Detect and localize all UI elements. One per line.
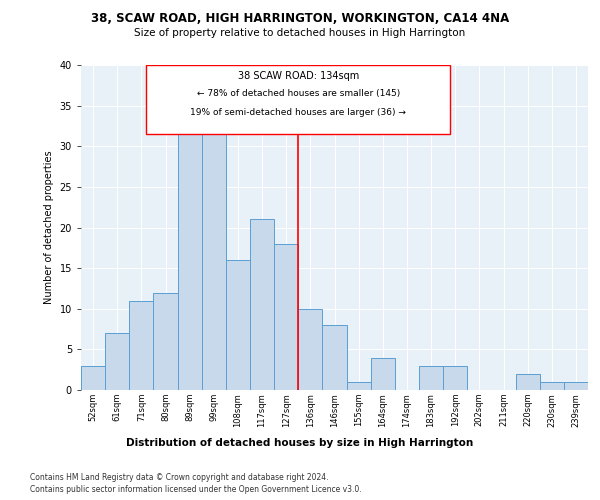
Bar: [515, 374, 540, 390]
Bar: [347, 382, 371, 390]
Bar: [371, 358, 395, 390]
Bar: [322, 325, 347, 390]
Bar: [298, 308, 322, 390]
FancyBboxPatch shape: [146, 65, 451, 134]
Text: Contains public sector information licensed under the Open Government Licence v3: Contains public sector information licen…: [30, 485, 362, 494]
Y-axis label: Number of detached properties: Number of detached properties: [44, 150, 54, 304]
Text: Size of property relative to detached houses in High Harrington: Size of property relative to detached ho…: [134, 28, 466, 38]
Text: ← 78% of detached houses are smaller (145): ← 78% of detached houses are smaller (14…: [197, 90, 400, 98]
Text: Distribution of detached houses by size in High Harrington: Distribution of detached houses by size …: [127, 438, 473, 448]
Bar: [250, 220, 274, 390]
Bar: [202, 130, 226, 390]
Bar: [154, 292, 178, 390]
Bar: [540, 382, 564, 390]
Text: Contains HM Land Registry data © Crown copyright and database right 2024.: Contains HM Land Registry data © Crown c…: [30, 472, 329, 482]
Bar: [443, 366, 467, 390]
Bar: [129, 300, 154, 390]
Bar: [274, 244, 298, 390]
Text: 38, SCAW ROAD, HIGH HARRINGTON, WORKINGTON, CA14 4NA: 38, SCAW ROAD, HIGH HARRINGTON, WORKINGT…: [91, 12, 509, 26]
Text: 19% of semi-detached houses are larger (36) →: 19% of semi-detached houses are larger (…: [190, 108, 406, 117]
Bar: [419, 366, 443, 390]
Text: 38 SCAW ROAD: 134sqm: 38 SCAW ROAD: 134sqm: [238, 70, 359, 81]
Bar: [564, 382, 588, 390]
Bar: [178, 122, 202, 390]
Bar: [81, 366, 105, 390]
Bar: [226, 260, 250, 390]
Bar: [105, 333, 129, 390]
